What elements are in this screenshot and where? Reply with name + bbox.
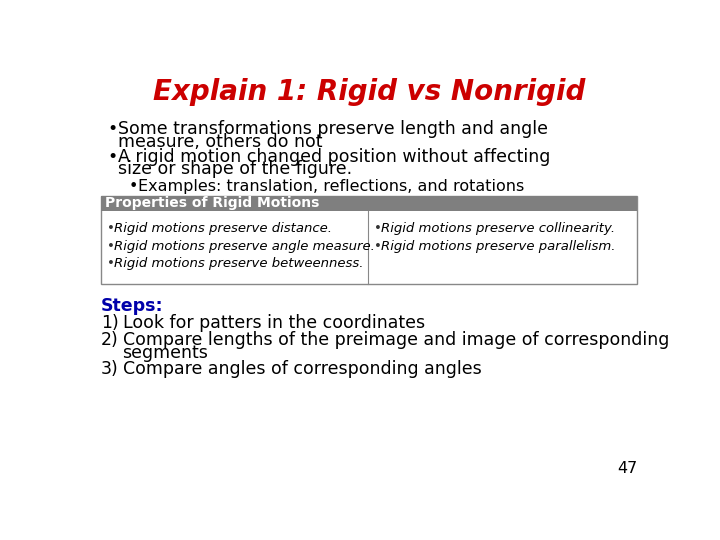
- Text: •: •: [107, 222, 115, 235]
- Text: 3): 3): [101, 361, 119, 379]
- Text: •: •: [374, 240, 382, 253]
- Text: measure, others do not: measure, others do not: [118, 132, 323, 151]
- Bar: [101, 195, 637, 284]
- Text: 47: 47: [617, 461, 637, 476]
- Text: Compare angles of corresponding angles: Compare angles of corresponding angles: [122, 361, 481, 379]
- Text: size or shape of the figure.: size or shape of the figure.: [118, 160, 352, 178]
- Text: segments: segments: [122, 345, 208, 362]
- Text: 1): 1): [101, 314, 119, 332]
- Text: Rigid motions preserve parallelism.: Rigid motions preserve parallelism.: [382, 240, 616, 253]
- Text: •: •: [107, 257, 115, 271]
- Bar: [101, 195, 637, 211]
- Text: 2): 2): [101, 331, 119, 349]
- Text: A rigid motion changed position without affecting: A rigid motion changed position without …: [118, 148, 550, 166]
- Text: Some transformations preserve length and angle: Some transformations preserve length and…: [118, 120, 548, 138]
- Text: Rigid motions preserve angle measure.: Rigid motions preserve angle measure.: [114, 240, 375, 253]
- Text: •: •: [107, 240, 115, 253]
- Text: Rigid motions preserve betweenness.: Rigid motions preserve betweenness.: [114, 257, 364, 271]
- Text: Compare lengths of the preimage and image of corresponding: Compare lengths of the preimage and imag…: [122, 331, 669, 349]
- Text: Rigid motions preserve distance.: Rigid motions preserve distance.: [114, 222, 332, 235]
- Text: Look for patters in the coordinates: Look for patters in the coordinates: [122, 314, 425, 332]
- Text: •: •: [129, 179, 138, 194]
- Text: •: •: [107, 148, 117, 166]
- Text: Steps:: Steps:: [101, 298, 163, 315]
- Text: Rigid motions preserve collinearity.: Rigid motions preserve collinearity.: [382, 222, 616, 235]
- Text: •: •: [374, 222, 382, 235]
- Text: Examples: translation, reflections, and rotations: Examples: translation, reflections, and …: [138, 179, 524, 194]
- Text: Explain 1: Rigid vs Nonrigid: Explain 1: Rigid vs Nonrigid: [153, 78, 585, 106]
- Text: Properties of Rigid Motions: Properties of Rigid Motions: [104, 197, 319, 211]
- Text: •: •: [107, 120, 117, 138]
